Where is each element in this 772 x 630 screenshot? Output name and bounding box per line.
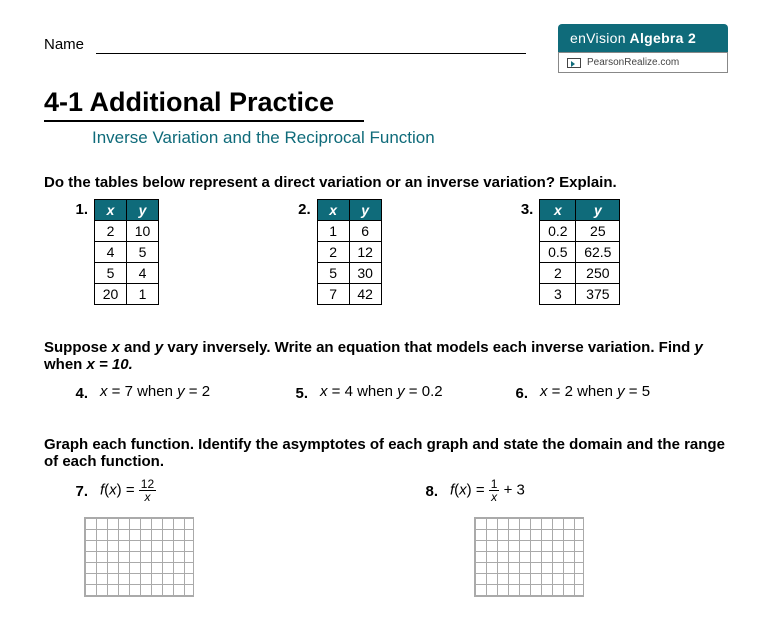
problem-item: 6. x = 2 when y = 5: [508, 383, 728, 402]
brand-realize: PearsonRealize.com: [558, 52, 728, 73]
brand-bold: Algebra 2: [626, 30, 696, 46]
name-field: Name: [44, 36, 558, 54]
s2-p3: vary inversely. Write an equation that m…: [163, 339, 694, 356]
problem-text: x = 2 when y = 5: [540, 383, 650, 402]
equation: f(x) = 12x: [100, 478, 156, 503]
table-header: x: [317, 200, 349, 221]
s2-eq: x = 10.: [87, 356, 133, 373]
section1-instruction: Do the tables below represent a direct v…: [44, 174, 728, 191]
problem-text: x = 7 when y = 2: [100, 383, 210, 402]
chapter-subtitle: Inverse Variation and the Reciprocal Fun…: [92, 128, 728, 148]
table-cell: 42: [349, 284, 381, 305]
table-cell: 0.5: [540, 242, 576, 263]
table-header: y: [576, 200, 620, 221]
table-cell: 375: [576, 284, 620, 305]
graph-grid-8[interactable]: [474, 517, 584, 597]
table-cell: 2: [317, 242, 349, 263]
table-header: y: [127, 200, 159, 221]
s2-p2: and: [120, 339, 155, 356]
table-block: 3. xy0.2250.562.522503375: [513, 199, 728, 305]
s2-x: x: [112, 339, 120, 356]
table-cell: 2: [540, 263, 576, 284]
table-cell: 20: [95, 284, 127, 305]
section3-items: 7. f(x) = 12x 8. f(x) = 1x + 3: [68, 478, 728, 503]
brand-url: PearsonRealize.com: [587, 57, 679, 68]
table-header: x: [540, 200, 576, 221]
chapter-title: 4-1 Additional Practice: [44, 87, 364, 122]
table-block: 1.xy2104554201: [68, 199, 283, 305]
problem-item: 5. x = 4 when y = 0.2: [288, 383, 508, 402]
table-cell: 250: [576, 263, 620, 284]
table-cell: 25: [576, 221, 620, 242]
table-cell: 1: [127, 284, 159, 305]
table-cell: 5: [95, 263, 127, 284]
problem-text: x = 4 when y = 0.2: [320, 383, 443, 402]
question-number: 1.: [68, 201, 88, 218]
section2-items: 4. x = 7 when y = 2 5. x = 4 when y = 0.2 6.…: [68, 383, 728, 402]
name-label: Name: [44, 36, 84, 53]
tables-row: 1.xy21045542012.xy162125307423.xy0.2250.…: [68, 199, 728, 305]
xy-table: xy16212530742: [317, 199, 382, 305]
equation: f(x) = 1x + 3: [450, 478, 525, 503]
table-cell: 1: [317, 221, 349, 242]
brand-envision: enVision Algebra 2: [558, 24, 728, 52]
question-number: 4.: [68, 385, 88, 402]
brand-box: enVision Algebra 2 PearsonRealize.com: [558, 24, 728, 73]
table-cell: 12: [349, 242, 381, 263]
table-cell: 5: [317, 263, 349, 284]
section2-instruction: Suppose x and y vary inversely. Write an…: [44, 339, 728, 373]
question-number: 6.: [508, 385, 528, 402]
question-number: 5.: [288, 385, 308, 402]
s2-p1: Suppose: [44, 339, 112, 356]
question-number: 3.: [513, 201, 533, 218]
s2-y: y: [155, 339, 163, 356]
table-block: 2. xy16212530742: [291, 199, 506, 305]
s2-p4: when: [44, 356, 87, 373]
name-write-line[interactable]: [96, 40, 526, 54]
question-number: 7.: [68, 483, 88, 500]
problem-item: 4. x = 7 when y = 2: [68, 383, 288, 402]
question-number: 8.: [418, 483, 438, 500]
table-cell: 5: [127, 242, 159, 263]
table-cell: 30: [349, 263, 381, 284]
problem-item: 8. f(x) = 1x + 3: [418, 478, 718, 503]
table-cell: 4: [95, 242, 127, 263]
graph-grid-7[interactable]: [84, 517, 194, 597]
question-number: 2.: [291, 201, 311, 218]
table-cell: 0.2: [540, 221, 576, 242]
table-cell: 3: [540, 284, 576, 305]
xy-table: xy0.2250.562.522503375: [539, 199, 620, 305]
table-header: x: [95, 200, 127, 221]
table-header: y: [349, 200, 381, 221]
section3-instruction: Graph each function. Identify the asympt…: [44, 436, 728, 470]
monitor-icon: [567, 58, 581, 68]
table-cell: 62.5: [576, 242, 620, 263]
table-cell: 6: [349, 221, 381, 242]
s2-y2: y: [695, 339, 703, 356]
table-cell: 7: [317, 284, 349, 305]
brand-light: enVision: [570, 30, 626, 46]
grids-row: [84, 517, 728, 597]
table-cell: 10: [127, 221, 159, 242]
table-cell: 2: [95, 221, 127, 242]
problem-item: 7. f(x) = 12x: [68, 478, 418, 503]
xy-table: xy2104554201: [94, 199, 159, 305]
table-cell: 4: [127, 263, 159, 284]
